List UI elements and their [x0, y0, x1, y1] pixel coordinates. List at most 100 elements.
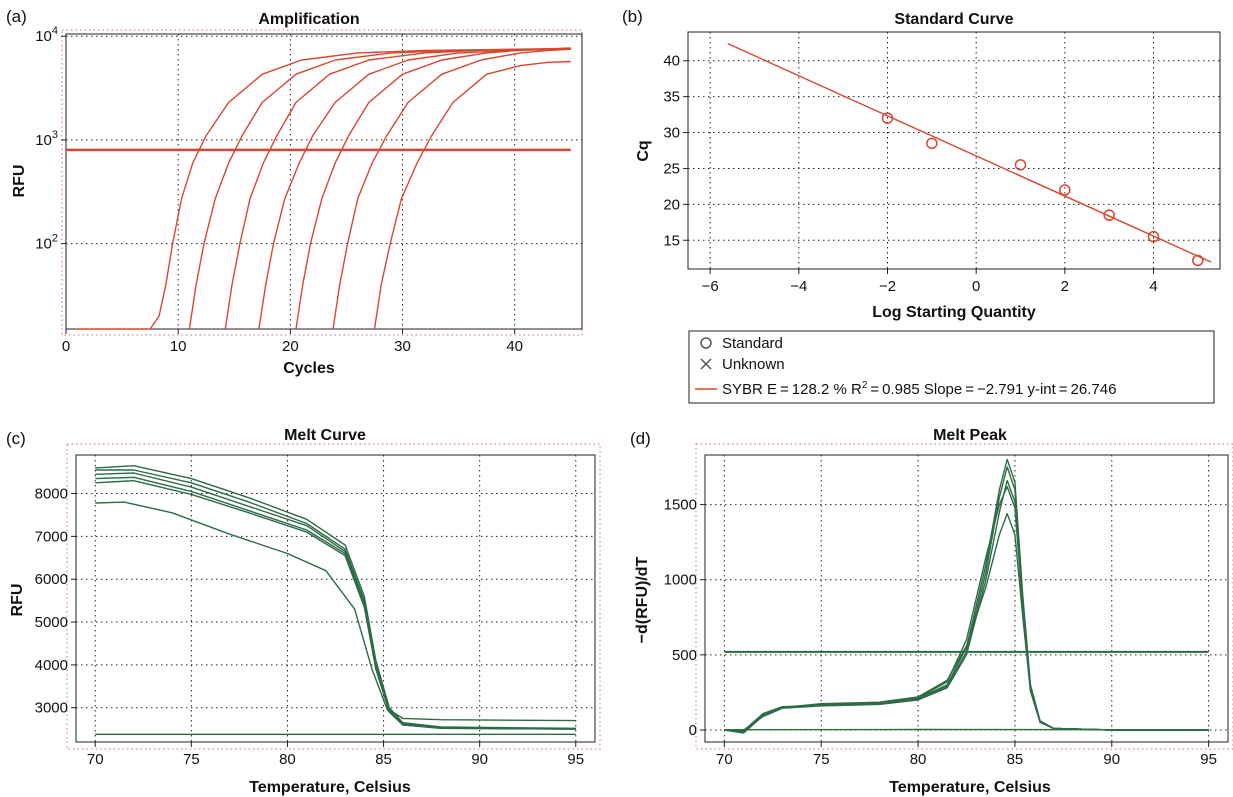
x-axis-label: Log Starting Quantity [872, 304, 1036, 321]
data-point [926, 137, 938, 150]
legend-fit-superscript: 2 [862, 380, 868, 391]
panel-label: (a) [6, 7, 27, 26]
y-axis-label: RFU [9, 584, 26, 617]
x-tick-label: 80 [910, 751, 927, 768]
series-line [95, 501, 576, 730]
outer-frame [66, 443, 601, 750]
y-tick-label: 35 [663, 89, 680, 106]
melt-peak-panel: (d) Melt Peak 70 75 80 85 90 95 0 500 1000 1500 T… [630, 427, 1233, 796]
panel-label: (b) [622, 7, 643, 26]
x-tick-label: 40 [506, 338, 523, 355]
x-tick-label: 90 [1103, 751, 1120, 768]
series-line [724, 512, 1209, 732]
series-line [373, 60, 571, 330]
data-point [1059, 184, 1071, 196]
y-tick-label: 8000 [35, 486, 68, 503]
series-line [258, 48, 571, 330]
data-point [1147, 230, 1160, 243]
chart-title: Melt Curve [284, 427, 366, 444]
x-tick-label: 95 [567, 751, 584, 768]
y-tick-label: 30 [663, 125, 680, 142]
x-tick-label: 30 [394, 338, 411, 355]
y-tick-label: 5000 [35, 614, 68, 631]
x-tick-label: 4 [1149, 278, 1157, 295]
y-tick-label: 4000 [35, 657, 68, 674]
x-tick-label: 75 [183, 751, 200, 768]
legend-item-unknown: Unknown [722, 356, 785, 373]
data-point [1192, 254, 1204, 267]
plot-frame [687, 31, 1221, 270]
legend-fit-text: SYBR E = 128.2 % R [722, 381, 862, 398]
y-tick-label: 0 [689, 722, 697, 739]
y-axis-label: RFU [11, 165, 28, 198]
data-point [1103, 209, 1115, 221]
x-tick-label: 75 [813, 751, 830, 768]
series-line [724, 479, 1209, 731]
data-point [881, 112, 894, 124]
series-line [95, 480, 576, 722]
series-line [724, 485, 1209, 734]
y-tick-label: 20 [663, 196, 680, 213]
x-tick-label: 80 [279, 751, 296, 768]
fit-line [727, 43, 1212, 263]
series-line [77, 47, 571, 330]
y-tick-label: 6000 [35, 571, 68, 588]
y-tick-label: 15 [663, 232, 680, 249]
series-line [95, 476, 576, 730]
x-tick-label: −2 [879, 278, 896, 295]
legend-item-standard: Standard [722, 335, 783, 352]
y-tick-label: 102 [35, 233, 58, 253]
chart-title: Melt Peak [933, 427, 1007, 444]
x-tick-label: 0 [62, 338, 70, 355]
x-tick-label: 2 [1061, 278, 1069, 295]
legend-item-fit: SYBR E = 128.2 % R2 = 0.985 Slope = −2.7… [722, 380, 1116, 398]
legend-circle-marker [700, 337, 712, 349]
series-line [224, 47, 571, 330]
chart-title: Standard Curve [894, 11, 1013, 28]
x-tick-label: 85 [1007, 751, 1024, 768]
plot-frame [704, 454, 1229, 743]
x-tick-label: −6 [702, 278, 719, 295]
series-line [332, 48, 571, 330]
amplification-panel: (a) Amplification 0 10 20 30 40 102 103 104 Cyc… [6, 7, 583, 377]
y-tick-label: 1500 [664, 497, 697, 514]
y-tick-label: 500 [672, 647, 697, 664]
series-line [724, 458, 1209, 733]
x-tick-label: −4 [790, 278, 807, 295]
outer-frame [61, 29, 583, 336]
y-tick-label: 25 [663, 160, 680, 177]
chart-title: Amplification [258, 11, 359, 28]
series-line [724, 466, 1209, 732]
y-tick-label: 104 [35, 25, 58, 45]
legend-cross-marker [700, 358, 712, 370]
legend: Standard Unknown SYBR E = 128.2 % R2 = 0… [688, 330, 1215, 404]
y-axis-label: −d(RFU)/dT [634, 556, 651, 643]
series-line [95, 469, 576, 730]
y-tick-label: 103 [35, 129, 58, 149]
plot-frame [75, 454, 596, 743]
y-tick-label: 1000 [664, 572, 697, 589]
y-tick-label: 7000 [35, 528, 68, 545]
series-line [295, 47, 571, 330]
x-tick-label: 10 [170, 338, 187, 355]
legend-box [688, 330, 1215, 404]
y-axis-label: Cq [635, 140, 652, 161]
data-point [1014, 159, 1027, 171]
y-tick-label: 3000 [35, 700, 68, 717]
y-tick-label: 40 [663, 53, 680, 70]
x-tick-label: 0 [972, 278, 980, 295]
melt-curve-panel: (c) Melt Curve 70 75 80 85 90 95 3000 4000 5000 6… [6, 427, 601, 796]
x-tick-label: 70 [87, 751, 104, 768]
plot-frame [65, 33, 583, 330]
x-axis-label: Temperature, Celsius [249, 779, 411, 796]
panel-label: (c) [6, 429, 26, 448]
legend-fit-text-after: = 0.985 Slope = −2.791 y-int = 26.746 [867, 381, 1116, 398]
x-tick-label: 95 [1200, 751, 1217, 768]
x-axis-label: Temperature, Celsius [889, 779, 1051, 796]
x-tick-label: 20 [282, 338, 299, 355]
series-line [95, 465, 576, 729]
series-line [188, 48, 571, 330]
panel-label: (d) [630, 429, 651, 448]
standard-curve-panel: (b) Standard Curve −6 −4 −2 0 2 4 15 20 25 30 35 40… [622, 7, 1221, 404]
